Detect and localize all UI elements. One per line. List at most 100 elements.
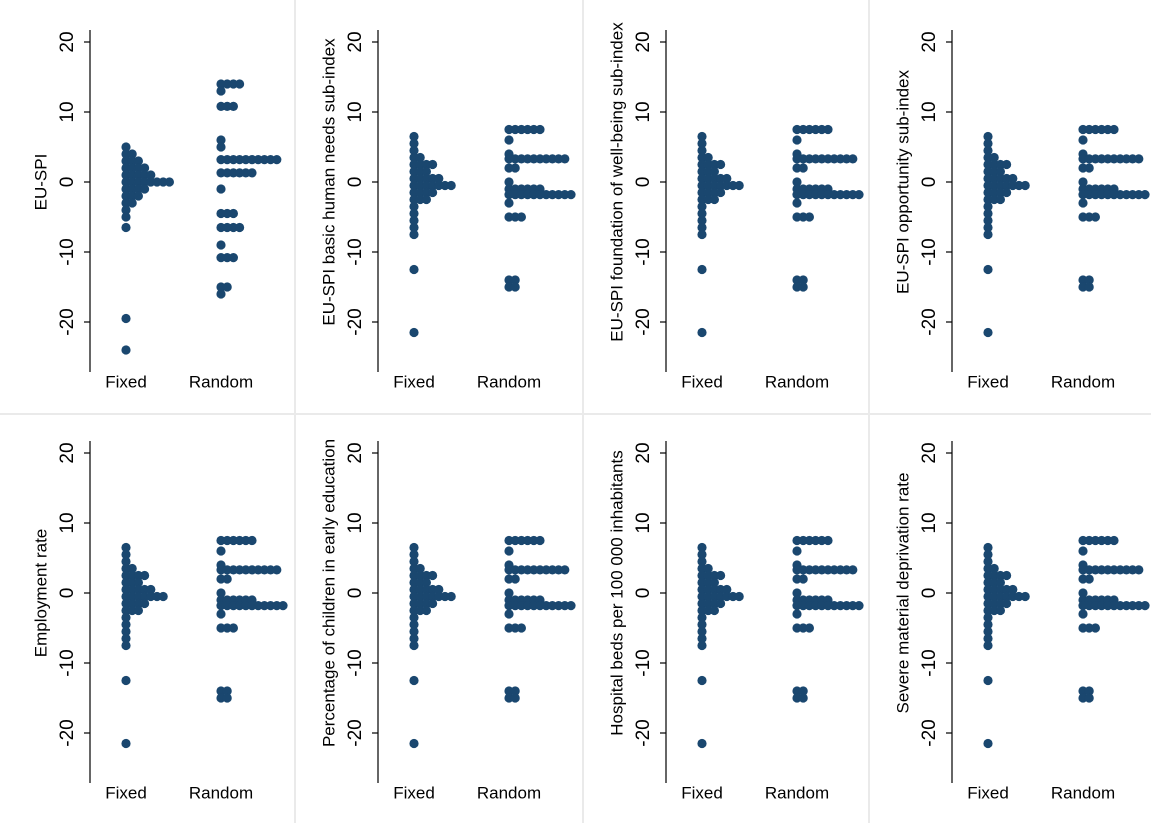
dot	[716, 598, 726, 609]
dot	[510, 574, 520, 584]
dot	[854, 190, 864, 200]
y-axis-label: Employment rate	[31, 529, 50, 658]
dot	[504, 609, 514, 619]
dot	[995, 605, 1006, 616]
dot	[164, 177, 174, 187]
dot	[409, 556, 419, 567]
dot	[823, 535, 833, 546]
dot	[697, 215, 707, 226]
dot	[1078, 546, 1088, 556]
dot	[792, 546, 802, 556]
y-axis-label: EU-SPI foundation of well-being sub-inde…	[607, 22, 626, 342]
dot	[409, 222, 419, 233]
dot	[697, 619, 707, 630]
dot	[697, 549, 707, 560]
dot	[409, 215, 419, 226]
y-tick-label: 20	[57, 31, 78, 52]
dot	[247, 168, 257, 178]
dot	[278, 601, 288, 611]
dot	[121, 640, 131, 651]
dot	[409, 549, 419, 560]
dot	[989, 563, 999, 574]
dot	[983, 201, 993, 212]
x-tick-label: Random	[189, 372, 253, 391]
dot	[1084, 693, 1094, 703]
y-tick-label: -20	[919, 308, 940, 335]
dot	[409, 633, 419, 644]
y-tick-label: -20	[345, 308, 366, 335]
dot	[434, 584, 444, 595]
dot	[697, 626, 707, 637]
x-tick-label: Random	[1051, 783, 1115, 802]
dot	[504, 588, 514, 598]
dot	[983, 131, 993, 142]
dot	[140, 598, 150, 609]
dot	[121, 626, 131, 637]
dot	[1020, 591, 1030, 602]
x-tick-label: Random	[1051, 372, 1115, 391]
dot	[1020, 180, 1030, 191]
y-tick-label: 10	[919, 512, 940, 533]
y-tick-label: 10	[633, 512, 654, 533]
dot	[121, 212, 131, 222]
y-tick-label: 20	[345, 442, 366, 463]
x-tick-label: Fixed	[681, 783, 723, 802]
dot	[697, 138, 707, 149]
dot	[222, 282, 232, 292]
panel: Hospital beds per 100 000 inhabitants -20…	[607, 441, 864, 802]
y-tick-label: 10	[345, 512, 366, 533]
dot	[823, 124, 833, 135]
dot	[510, 282, 520, 292]
dot	[1078, 198, 1088, 208]
x-tick-label: Fixed	[967, 372, 1009, 391]
dot	[1090, 623, 1100, 633]
dot	[734, 591, 744, 602]
dot	[722, 173, 732, 184]
panel: Percentage of children in early educatio…	[319, 439, 576, 802]
dot	[798, 282, 808, 292]
y-tick-label: -10	[633, 649, 654, 676]
dot	[1078, 135, 1088, 145]
dot	[133, 156, 143, 166]
y-tick-label: 20	[633, 442, 654, 463]
dot	[121, 738, 131, 749]
dot	[1084, 574, 1094, 584]
dot	[983, 229, 993, 240]
dot	[146, 170, 156, 180]
y-tick-label: 0	[919, 588, 940, 599]
dot	[1084, 275, 1094, 285]
dot	[228, 623, 238, 633]
y-tick-label: 10	[57, 512, 78, 533]
dot	[235, 79, 245, 89]
dot	[409, 640, 419, 651]
dot	[421, 166, 431, 177]
dot	[510, 686, 520, 696]
dot	[247, 535, 257, 546]
dot	[703, 563, 713, 574]
dot	[428, 598, 438, 609]
dot	[560, 154, 570, 164]
y-tick-label: 20	[919, 31, 940, 52]
y-axis-label: Percentage of children in early educatio…	[319, 439, 338, 747]
dot	[1134, 154, 1144, 164]
dot	[121, 675, 131, 686]
dot	[697, 201, 707, 212]
dot	[409, 619, 419, 630]
dot	[216, 135, 226, 145]
dot	[983, 138, 993, 149]
dot	[121, 556, 131, 567]
y-tick-label: -10	[919, 238, 940, 265]
x-tick-label: Random	[765, 783, 829, 802]
dot	[272, 155, 282, 165]
dot	[848, 565, 858, 575]
dot	[709, 194, 720, 205]
dot	[697, 131, 707, 142]
dot	[989, 152, 999, 163]
dot	[121, 205, 131, 215]
y-tick-label: -20	[57, 308, 78, 335]
dot	[228, 208, 238, 219]
dot	[504, 198, 514, 208]
dot	[133, 605, 143, 616]
dot	[798, 693, 808, 703]
dot	[516, 623, 527, 633]
